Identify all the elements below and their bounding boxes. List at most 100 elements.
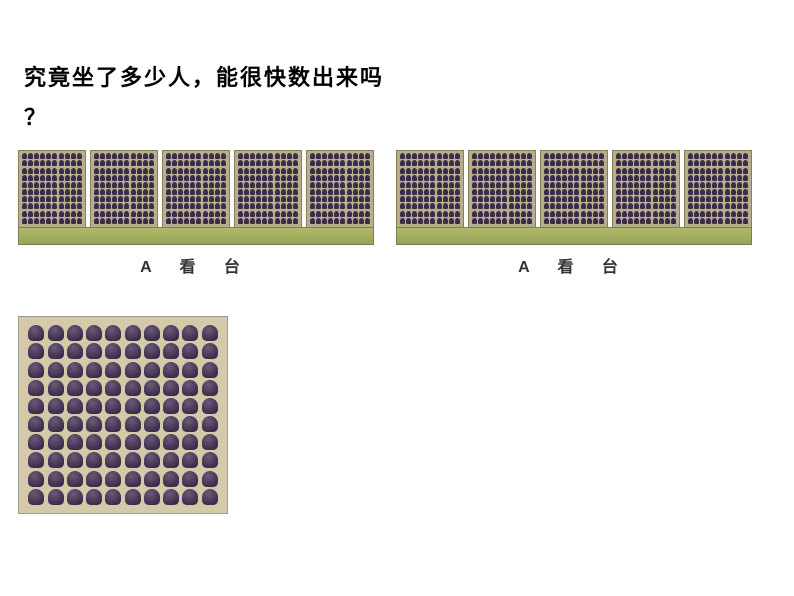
seat	[28, 160, 33, 166]
seat	[143, 211, 148, 217]
seat	[737, 203, 742, 209]
seating-panel	[306, 150, 374, 228]
seat	[106, 218, 111, 224]
seat	[310, 211, 315, 217]
zoom-seat	[144, 489, 160, 505]
seat	[725, 196, 730, 202]
zoom-seat	[105, 362, 121, 378]
seat	[550, 153, 555, 159]
seat	[94, 218, 99, 224]
zoom-seat	[125, 434, 141, 450]
seat	[59, 182, 64, 188]
seat	[359, 153, 364, 159]
seat	[737, 196, 742, 202]
seat	[640, 175, 645, 181]
zoom-row	[25, 380, 221, 396]
seat	[599, 182, 604, 188]
seat	[725, 203, 730, 209]
seat	[268, 175, 273, 181]
seat	[706, 160, 711, 166]
seat	[515, 168, 520, 174]
seat	[628, 203, 633, 209]
seat	[166, 211, 171, 217]
seat	[455, 218, 460, 224]
seat	[509, 196, 514, 202]
seat	[581, 153, 586, 159]
seat	[112, 182, 117, 188]
seat	[653, 189, 658, 195]
seat	[124, 182, 129, 188]
seat	[46, 189, 51, 195]
seat	[143, 153, 148, 159]
seat	[478, 182, 483, 188]
seat	[275, 211, 280, 217]
seat-row	[309, 189, 371, 196]
seat	[184, 211, 189, 217]
seat	[100, 160, 105, 166]
seat	[593, 160, 598, 166]
seat	[706, 182, 711, 188]
seat	[706, 211, 711, 217]
seat	[472, 189, 477, 195]
seat	[653, 182, 658, 188]
seat-row	[165, 196, 227, 203]
seat	[221, 160, 226, 166]
zoom-seat	[28, 416, 44, 432]
seat	[365, 160, 370, 166]
seat	[238, 160, 243, 166]
seat	[353, 189, 358, 195]
seat	[502, 175, 507, 181]
seat	[40, 218, 45, 224]
seat	[700, 189, 705, 195]
seat	[412, 153, 417, 159]
seat	[178, 153, 183, 159]
seat	[562, 160, 567, 166]
zoom-seat	[105, 343, 121, 359]
seat	[544, 175, 549, 181]
seat	[244, 160, 249, 166]
seat	[124, 168, 129, 174]
seat	[665, 182, 670, 188]
seat	[646, 218, 651, 224]
seat	[496, 196, 501, 202]
seat	[671, 203, 676, 209]
seat	[599, 175, 604, 181]
seat	[430, 175, 435, 181]
seat	[322, 189, 327, 195]
seat	[268, 203, 273, 209]
seat	[574, 218, 579, 224]
zoom-seat	[105, 452, 121, 468]
seat	[515, 203, 520, 209]
zoom-row	[25, 489, 221, 505]
seat	[293, 160, 298, 166]
panels-right	[396, 150, 752, 228]
seat-row	[543, 153, 605, 160]
zoom-seat	[125, 489, 141, 505]
seat	[172, 218, 177, 224]
seat	[166, 203, 171, 209]
seat	[718, 218, 723, 224]
seat	[166, 153, 171, 159]
seat	[310, 203, 315, 209]
seat	[365, 218, 370, 224]
seat	[118, 203, 123, 209]
seat	[256, 189, 261, 195]
zoom-row	[25, 452, 221, 468]
seat	[712, 168, 717, 174]
seat	[628, 182, 633, 188]
seat	[725, 182, 730, 188]
seat	[622, 211, 627, 217]
seat	[65, 203, 70, 209]
seat	[581, 203, 586, 209]
zoom-row	[25, 343, 221, 359]
seat	[34, 182, 39, 188]
seat	[640, 196, 645, 202]
seat	[46, 218, 51, 224]
seat	[616, 203, 621, 209]
seat	[256, 211, 261, 217]
seat	[550, 218, 555, 224]
seat	[196, 203, 201, 209]
seat	[568, 189, 573, 195]
seat	[706, 175, 711, 181]
seat	[310, 218, 315, 224]
